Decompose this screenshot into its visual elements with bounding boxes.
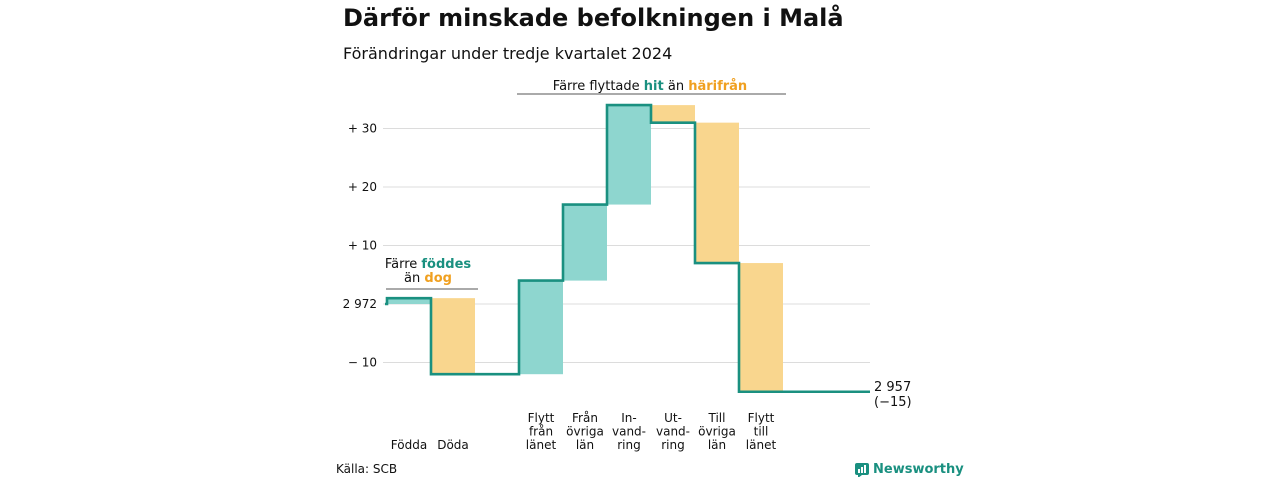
y-tick-label: + 30	[348, 122, 377, 136]
cumulative-line	[385, 103, 870, 394]
y-tick-label: + 10	[348, 239, 377, 253]
source-note: Källa: SCB	[336, 462, 398, 476]
y-tick-label: 2 972	[343, 297, 377, 311]
end-value-label: 2 957	[874, 380, 911, 395]
waterfall-bar	[431, 298, 475, 375]
category-label: Flytt från länet	[526, 411, 557, 452]
waterfall-bar	[651, 105, 695, 123]
y-tick-label: + 20	[348, 180, 377, 194]
waterfall-bar	[695, 122, 739, 264]
category-label: Ut-vand-ring	[656, 411, 690, 452]
category-label: Från övriga län	[566, 411, 604, 452]
annotation-births-deaths: Färre föddes	[385, 257, 472, 272]
waterfall-bar	[519, 280, 563, 375]
chart-subtitle: Förändringar under tredje kvartalet 2024	[343, 44, 673, 63]
newsworthy-icon	[855, 462, 869, 477]
category-label: Födda	[391, 438, 427, 452]
y-tick-label: − 10	[348, 356, 377, 370]
annotation-migration: Färre flyttade hit än härifrån	[553, 79, 747, 94]
waterfall-bar	[563, 204, 607, 281]
waterfall-bar	[739, 263, 783, 392]
end-change-label: (−15)	[874, 395, 912, 410]
annotation-births-deaths: än dog	[404, 271, 452, 286]
brand-logo: Newsworthy	[855, 462, 964, 477]
brand-name: Newsworthy	[873, 462, 964, 477]
category-label: In-vand-ring	[612, 411, 646, 452]
chart-title: Därför minskade befolkningen i Malå	[343, 4, 844, 32]
category-label: Döda	[437, 438, 469, 452]
waterfall-bar	[387, 298, 431, 304]
waterfall-bar	[607, 105, 651, 205]
category-label: Till övriga län	[698, 411, 736, 452]
category-label: Flytt till länet	[746, 411, 777, 452]
